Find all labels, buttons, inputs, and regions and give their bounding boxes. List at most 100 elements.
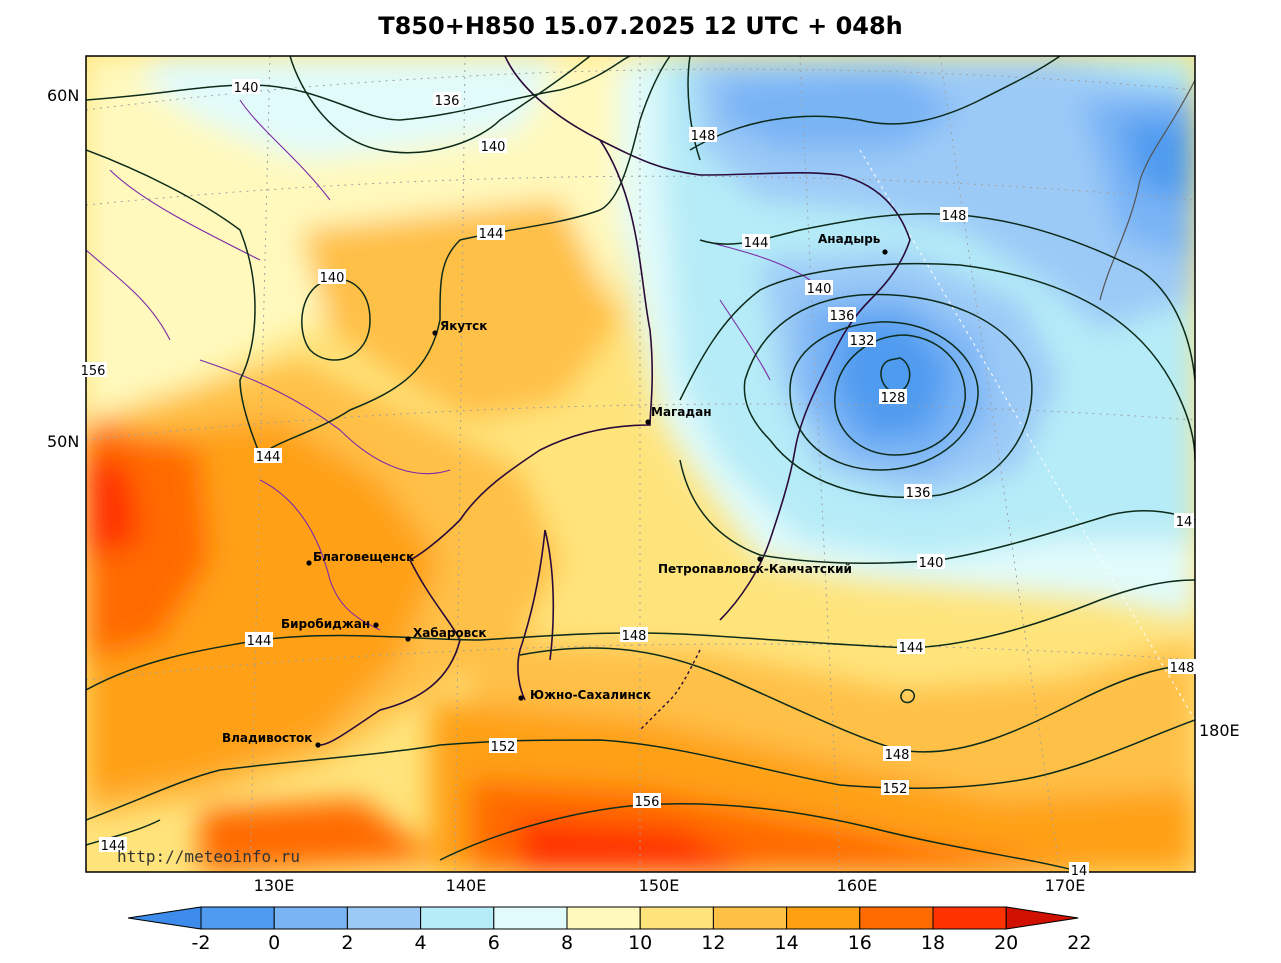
contour-label: 140 — [919, 556, 944, 571]
colorbar-tick-label: 12 — [701, 932, 725, 954]
contour-label: 136 — [830, 309, 855, 324]
contour-label: 148 — [885, 748, 910, 763]
colorbar-tick-label: 18 — [921, 932, 945, 954]
colorbar-swatch — [859, 906, 934, 930]
lon-label-170e: 170E — [1045, 876, 1086, 895]
map-frame — [85, 55, 1196, 873]
city-label: Биробиджан — [281, 617, 370, 631]
contour-label-bg — [489, 738, 517, 753]
contour-label-bg — [1174, 513, 1194, 528]
contour-label: 144 — [247, 634, 272, 649]
colorbar-min-arrow — [127, 906, 202, 930]
contour-labels: 140 136 140 148 144 144 144 140 140 136 132 128 136 1… — [79, 79, 1196, 879]
contour-label: 136 — [435, 94, 460, 109]
city-label: Хабаровск — [413, 626, 487, 640]
contour-label-bg — [620, 627, 648, 642]
contour-label-bg — [904, 484, 932, 499]
city-dot — [405, 636, 411, 642]
city-dot — [757, 556, 763, 562]
colorbar-max-arrow — [1005, 906, 1079, 930]
city-dot — [432, 330, 438, 336]
map-title: T850+H850 15.07.2025 12 UTC + 048h — [378, 12, 903, 40]
lon-label-180e: 180E — [1199, 721, 1240, 740]
contour-label-bg — [689, 127, 717, 142]
contour-label-bg — [805, 280, 833, 295]
city-dot — [882, 249, 888, 255]
city-dot — [373, 622, 379, 628]
contour-label-bg — [940, 207, 968, 222]
contour-label-bg — [479, 138, 507, 153]
city-dot — [306, 560, 312, 566]
city-dot — [518, 695, 524, 701]
contour-label: 144 — [101, 839, 126, 854]
contour-label-bg — [245, 632, 273, 647]
city-dot — [315, 742, 321, 748]
contour-label: 156 — [81, 364, 106, 379]
city-markers: Якутск Анадырь Магадан Благовещенск Биробидж… — [222, 232, 888, 748]
colorbar-tick-label: 10 — [628, 932, 652, 954]
lon-label-160e: 160E — [837, 876, 878, 895]
city-label: Владивосток — [222, 731, 312, 745]
colorbar-swatch — [273, 906, 348, 930]
lon-label-150e: 150E — [639, 876, 680, 895]
colorbar-tick-label: 16 — [848, 932, 872, 954]
colorbar-tick-label: 8 — [561, 932, 573, 954]
city-label: Петропавловск-Камчатский — [658, 562, 852, 576]
city-label: Магадан — [651, 405, 712, 419]
contour-label-bg — [848, 332, 876, 347]
contour-label-bg — [1168, 659, 1196, 674]
lon-label-140e: 140E — [446, 876, 487, 895]
watermark: http://meteoinfo.ru — [117, 847, 300, 866]
contour-label: 152 — [883, 782, 908, 797]
contour-label: 144 — [256, 450, 281, 465]
colorbar-tick-label: 4 — [415, 932, 427, 954]
colorbar-tick-label: 20 — [994, 932, 1018, 954]
colorbar-swatch — [932, 906, 1007, 930]
colorbar-tick-label: 0 — [268, 932, 280, 954]
city-label: Якутск — [440, 319, 487, 333]
contour-label: 136 — [906, 486, 931, 501]
contour-label-bg — [828, 307, 856, 322]
contour-label-bg — [881, 780, 909, 795]
colorbar-tick-label: 6 — [488, 932, 500, 954]
contour-label: 144 — [744, 236, 769, 251]
contour-label: 14 — [1176, 515, 1193, 530]
contour-label: 140 — [807, 282, 832, 297]
contour-label: 156 — [635, 795, 660, 810]
city-label: Южно-Сахалинск — [530, 688, 651, 702]
colorbar-tick-label: 22 — [1067, 932, 1091, 954]
contour-label-bg — [79, 362, 107, 377]
contour-label: 152 — [491, 740, 516, 755]
contour-label: 148 — [942, 209, 967, 224]
colorbar-swatch — [639, 906, 714, 930]
colorbar-swatch — [200, 906, 275, 930]
lat-label-60n: 60N — [47, 86, 79, 105]
city-dot — [645, 419, 651, 425]
city-label: Анадырь — [818, 232, 881, 246]
contour-label-bg — [254, 448, 282, 463]
contour-label-bg — [917, 554, 945, 569]
colorbar-swatch — [566, 906, 641, 930]
colorbar-tick-label: 14 — [775, 932, 799, 954]
contour-label: 144 — [899, 641, 924, 656]
contour-label-bg — [232, 79, 260, 94]
contour-label: 128 — [881, 391, 906, 406]
contour-label: 132 — [850, 334, 875, 349]
lon-label-130e: 130E — [254, 876, 295, 895]
graticule — [86, 56, 1195, 872]
contour-label: 14 — [1071, 864, 1088, 879]
contour-label-bg — [742, 234, 770, 249]
contour-label-bg — [433, 92, 461, 107]
colorbar-tick-label: -2 — [192, 932, 211, 954]
contour-label: 148 — [622, 629, 647, 644]
contour-label: 140 — [320, 271, 345, 286]
colorbar-swatch — [346, 906, 422, 930]
contour-label-bg — [477, 225, 505, 240]
contour-label: 144 — [479, 227, 504, 242]
contour-label-bg — [1069, 862, 1089, 877]
contour-label-bg — [879, 389, 907, 404]
city-label: Благовещенск — [313, 550, 414, 564]
contour-label-bg — [883, 746, 911, 761]
colorbar-swatch — [493, 906, 568, 930]
